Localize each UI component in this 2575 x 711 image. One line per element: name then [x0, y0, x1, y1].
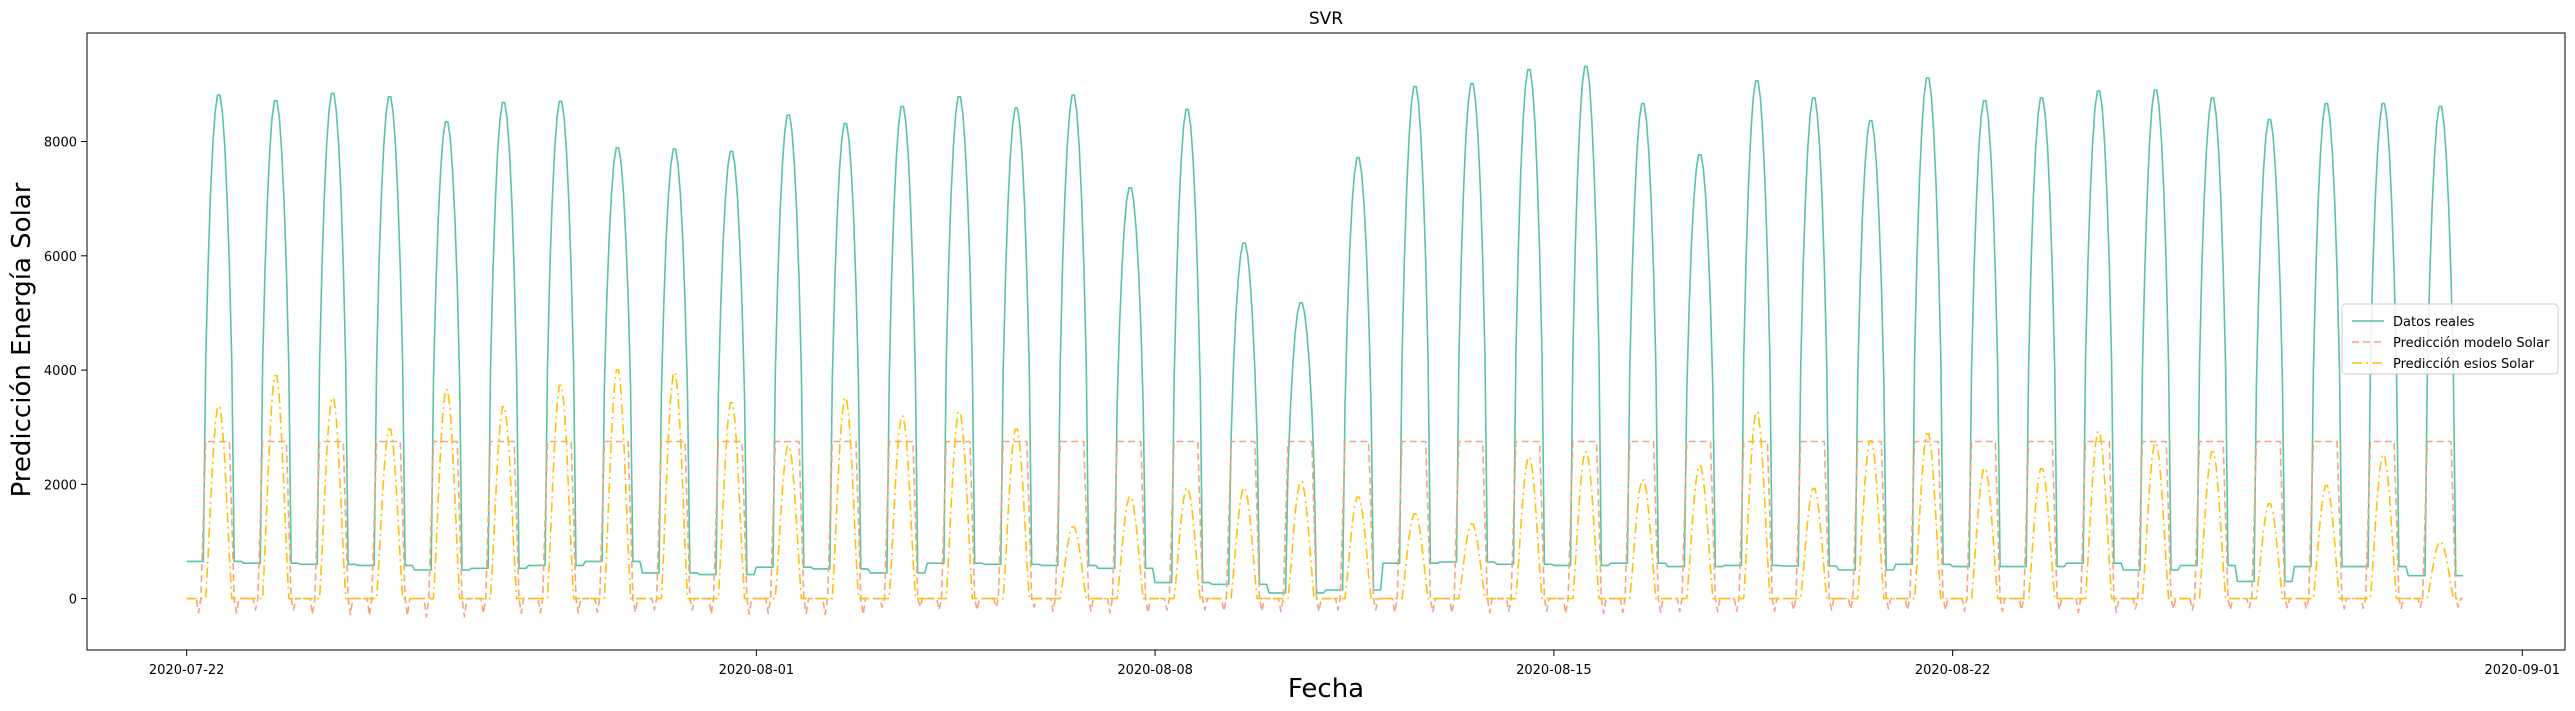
y-tick-label: 2000	[44, 478, 77, 493]
plot-background	[87, 33, 2565, 650]
series-layer	[186, 65, 2463, 618]
chart-title: SVR	[1309, 9, 1343, 29]
x-axis: 2020-07-22 2020-08-01 2020-08-08 2020-08-15…	[149, 650, 2560, 678]
x-tick-label: 2020-09-01	[2484, 663, 2560, 678]
x-tick-label: 2020-08-22	[1915, 663, 1991, 678]
legend-box	[2341, 303, 2559, 375]
series-line-0	[186, 65, 2463, 594]
y-axis: 0 2000 4000 6000 8000	[44, 136, 87, 608]
y-axis-title: Predicción Energía Solar	[7, 182, 37, 497]
legend-label-0: Datos reales	[2393, 315, 2475, 330]
x-tick-label: 2020-07-22	[149, 663, 225, 678]
x-tick-label: 2020-08-15	[1516, 663, 1592, 678]
plot-frame	[86, 32, 2566, 651]
x-axis-title: Fecha	[1288, 674, 1364, 704]
series-line-2	[186, 369, 2463, 600]
y-tick-label: 8000	[44, 136, 77, 151]
x-tick-label: 2020-08-08	[1117, 663, 1193, 678]
y-tick-label: 6000	[44, 250, 77, 265]
legend-label-1: Predicción modelo Solar	[2393, 336, 2550, 351]
legend-label-2: Predicción esios Solar	[2393, 357, 2535, 372]
y-tick-label: 4000	[44, 364, 77, 379]
x-tick-label: 2020-08-01	[719, 663, 795, 678]
y-tick-label: 0	[69, 593, 77, 608]
legend: Datos reales Predicción modelo Solar Predi…	[2341, 303, 2559, 375]
